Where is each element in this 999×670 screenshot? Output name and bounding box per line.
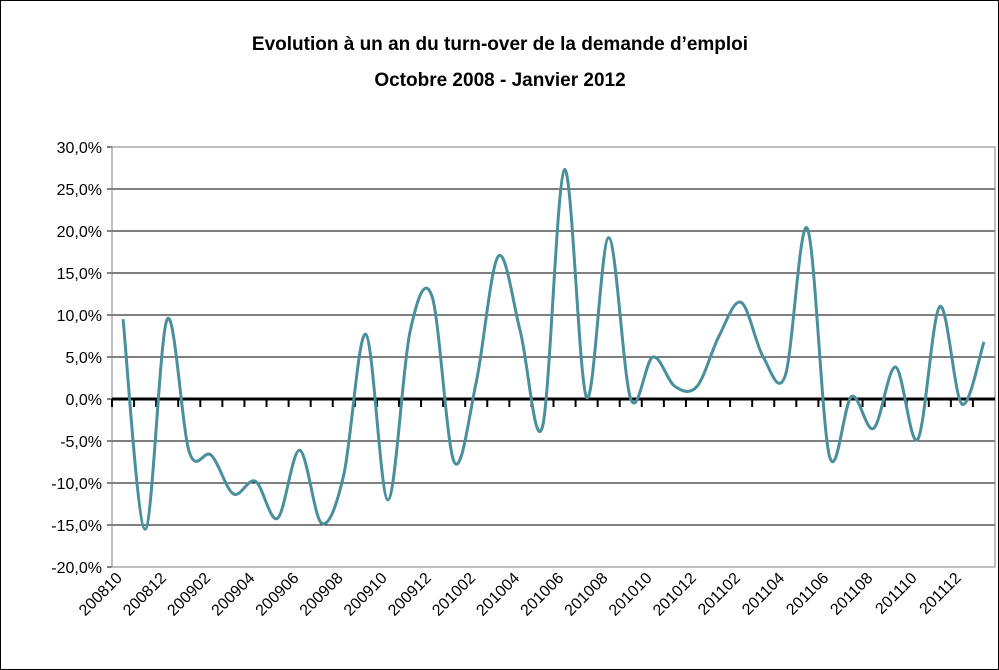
y-tick-label: 15,0% bbox=[57, 266, 102, 283]
y-tick-label: 5,0% bbox=[66, 350, 102, 367]
y-tick-label: 0,0% bbox=[66, 392, 102, 409]
chart-title: Evolution à un an du turn-over de la dem… bbox=[252, 34, 748, 55]
y-tick-label: -20,0% bbox=[51, 560, 102, 577]
y-tick-label: -15,0% bbox=[51, 518, 102, 535]
y-tick-label: 10,0% bbox=[57, 308, 102, 325]
y-tick-label: -10,0% bbox=[51, 476, 102, 493]
y-tick-label: 20,0% bbox=[57, 224, 102, 241]
y-tick-label: -5,0% bbox=[60, 434, 102, 451]
line-series bbox=[121, 168, 986, 531]
y-tick-label: 30,0% bbox=[57, 140, 102, 157]
chart-subtitle: Octobre 2008 - Janvier 2012 bbox=[374, 70, 625, 91]
plot-area bbox=[111, 146, 996, 568]
y-tick-label: 25,0% bbox=[57, 182, 102, 199]
